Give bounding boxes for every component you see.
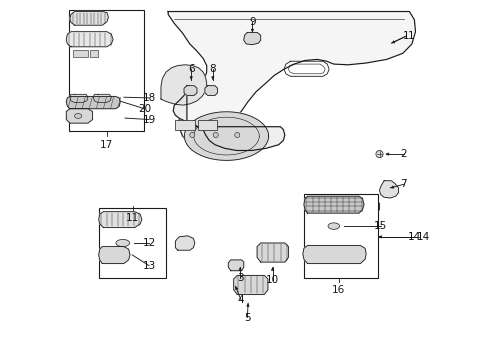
Polygon shape xyxy=(70,94,88,103)
Text: 10: 10 xyxy=(265,275,279,285)
Text: 7: 7 xyxy=(400,179,406,189)
Text: 11: 11 xyxy=(126,213,139,223)
Polygon shape xyxy=(228,260,244,271)
Polygon shape xyxy=(168,12,415,143)
Ellipse shape xyxy=(75,113,81,118)
Text: 1: 1 xyxy=(407,31,414,41)
Text: 8: 8 xyxy=(209,64,216,74)
Text: 17: 17 xyxy=(100,140,113,150)
Text: 19: 19 xyxy=(142,114,155,125)
Bar xyxy=(73,50,88,57)
Polygon shape xyxy=(183,86,197,95)
Polygon shape xyxy=(244,32,260,45)
Text: 3: 3 xyxy=(236,273,243,283)
Polygon shape xyxy=(161,65,206,105)
Polygon shape xyxy=(93,94,111,103)
Text: 2: 2 xyxy=(400,149,406,159)
Text: 16: 16 xyxy=(331,285,345,295)
Polygon shape xyxy=(173,91,284,150)
Polygon shape xyxy=(66,96,120,109)
Text: 5: 5 xyxy=(244,312,250,323)
Bar xyxy=(90,50,98,57)
Text: 4: 4 xyxy=(237,294,244,305)
Circle shape xyxy=(234,132,239,138)
Circle shape xyxy=(213,132,218,138)
Polygon shape xyxy=(99,247,130,264)
Polygon shape xyxy=(175,236,194,250)
Polygon shape xyxy=(99,212,142,228)
Circle shape xyxy=(189,132,194,138)
Polygon shape xyxy=(66,32,113,47)
Polygon shape xyxy=(70,12,108,25)
Text: 14: 14 xyxy=(407,232,420,242)
Polygon shape xyxy=(379,181,398,198)
Polygon shape xyxy=(66,109,92,123)
Text: 6: 6 xyxy=(187,64,194,74)
Circle shape xyxy=(375,150,382,158)
Bar xyxy=(69,10,144,131)
Polygon shape xyxy=(362,201,379,212)
Text: 9: 9 xyxy=(248,17,255,27)
Text: 12: 12 xyxy=(142,238,155,248)
Bar xyxy=(99,208,166,278)
Bar xyxy=(197,120,217,130)
Text: 18: 18 xyxy=(142,93,155,103)
Text: 15: 15 xyxy=(373,221,386,231)
Bar xyxy=(303,194,377,278)
Text: 13: 13 xyxy=(142,261,155,271)
Bar xyxy=(175,120,195,130)
Polygon shape xyxy=(184,112,268,160)
Polygon shape xyxy=(303,196,363,213)
Polygon shape xyxy=(302,246,366,264)
Text: 1: 1 xyxy=(403,31,409,41)
Ellipse shape xyxy=(116,239,129,247)
Text: 14: 14 xyxy=(416,232,429,242)
Polygon shape xyxy=(204,86,217,95)
Ellipse shape xyxy=(327,223,339,229)
Polygon shape xyxy=(257,243,288,262)
Polygon shape xyxy=(233,275,267,294)
Text: 20: 20 xyxy=(138,104,151,114)
